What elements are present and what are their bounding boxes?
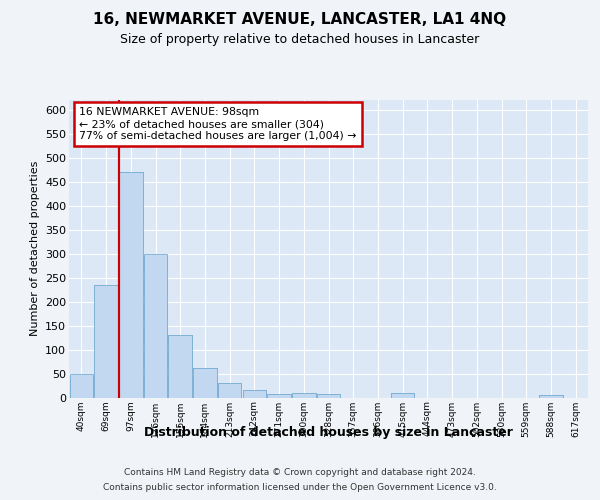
Bar xyxy=(268,394,291,398)
Bar xyxy=(391,392,415,398)
Bar xyxy=(70,374,93,398)
Bar xyxy=(292,392,316,398)
Text: 16 NEWMARKET AVENUE: 98sqm
← 23% of detached houses are smaller (304)
77% of sem: 16 NEWMARKET AVENUE: 98sqm ← 23% of deta… xyxy=(79,108,357,140)
Bar xyxy=(218,383,241,398)
Text: Size of property relative to detached houses in Lancaster: Size of property relative to detached ho… xyxy=(121,32,479,46)
Bar xyxy=(268,394,291,398)
Bar xyxy=(242,390,266,398)
Bar xyxy=(144,254,167,398)
Y-axis label: Number of detached properties: Number of detached properties xyxy=(29,161,40,336)
Bar xyxy=(317,394,340,398)
Text: Distribution of detached houses by size in Lancaster: Distribution of detached houses by size … xyxy=(145,426,513,439)
Bar xyxy=(391,392,415,398)
Bar xyxy=(94,284,118,398)
Bar xyxy=(218,383,241,398)
Text: Contains HM Land Registry data © Crown copyright and database right 2024.: Contains HM Land Registry data © Crown c… xyxy=(124,468,476,477)
Bar xyxy=(193,368,217,398)
Text: Contains public sector information licensed under the Open Government Licence v3: Contains public sector information licen… xyxy=(103,483,497,492)
Bar xyxy=(193,368,217,398)
Bar xyxy=(317,394,340,398)
Bar xyxy=(539,395,563,398)
Text: 16, NEWMARKET AVENUE, LANCASTER, LA1 4NQ: 16, NEWMARKET AVENUE, LANCASTER, LA1 4NQ xyxy=(94,12,506,28)
Bar xyxy=(119,172,143,398)
Bar xyxy=(292,392,316,398)
Bar xyxy=(169,335,192,398)
Bar xyxy=(94,284,118,398)
Bar xyxy=(242,390,266,398)
Bar xyxy=(539,395,563,398)
Bar xyxy=(70,374,93,398)
Bar xyxy=(119,172,143,398)
Bar xyxy=(169,335,192,398)
Bar xyxy=(144,254,167,398)
